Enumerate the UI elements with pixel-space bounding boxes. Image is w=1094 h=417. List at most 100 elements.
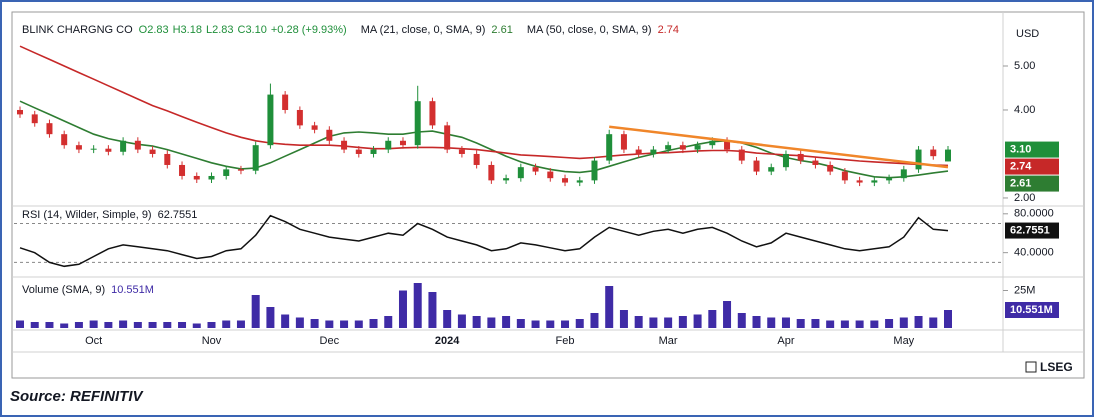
- volume-bar: [192, 323, 201, 328]
- candle-body: [17, 109, 23, 115]
- candle-body: [414, 101, 421, 146]
- volume-bar: [266, 307, 275, 328]
- volume-bar: [207, 322, 216, 328]
- volume-bar: [811, 319, 820, 328]
- volume-bar: [413, 283, 422, 328]
- x-tick-label: Nov: [202, 335, 222, 347]
- volume-bar: [546, 320, 555, 328]
- x-tick-label: Apr: [777, 335, 794, 347]
- y-tick-label: 5.00: [1014, 60, 1035, 72]
- legend-text: C3.10: [238, 24, 267, 36]
- candle-body: [782, 153, 789, 168]
- candle-body: [473, 153, 480, 165]
- candle-body: [61, 134, 68, 146]
- trendline: [609, 125, 949, 169]
- candle-body: [606, 134, 613, 161]
- candle-body: [709, 140, 716, 146]
- volume-bar: [516, 319, 525, 328]
- y-tick-label: 80.0000: [1014, 208, 1054, 220]
- volume-bar: [781, 317, 790, 328]
- volume-bar: [16, 320, 24, 328]
- candle-body: [562, 178, 569, 183]
- candle-body: [179, 164, 186, 176]
- candle-body: [694, 145, 701, 150]
- legend-text: 2.61: [491, 24, 512, 36]
- x-tick-label: Feb: [556, 335, 575, 347]
- volume-bar: [104, 322, 113, 328]
- volume-bar: [443, 310, 452, 328]
- legend-text: L2.83: [206, 24, 234, 36]
- volume-bar: [30, 322, 39, 328]
- candle-body: [679, 145, 686, 150]
- value-badge-label: 2.74: [1010, 160, 1032, 172]
- candle-body: [193, 175, 200, 180]
- x-tick-label: Dec: [320, 335, 340, 347]
- candle-body: [856, 180, 863, 183]
- x-tick-label: Mar: [659, 335, 678, 347]
- volume-bar: [929, 317, 938, 328]
- candle-body: [650, 149, 657, 154]
- legend-text: O2.83: [139, 24, 169, 36]
- candle-body: [827, 164, 834, 172]
- candle-body: [945, 149, 951, 162]
- volume-bar: [163, 322, 172, 328]
- volume-bar: [222, 320, 231, 328]
- volume-bar: [281, 314, 290, 328]
- candle-body: [134, 140, 141, 150]
- volume-bar: [605, 286, 614, 328]
- candle-body: [385, 140, 392, 150]
- chart-frame: [11, 11, 1085, 379]
- candle-body: [930, 149, 937, 157]
- volume-bar: [119, 320, 128, 328]
- legend-text: BLINK CHARGNG CO: [22, 24, 133, 36]
- candle-body: [355, 149, 362, 154]
- logo-text: LSEG: [1040, 360, 1073, 374]
- candle-body: [31, 114, 38, 124]
- volume-bar: [840, 320, 849, 328]
- legend-text: 2.74: [658, 24, 679, 36]
- candle-body: [900, 169, 907, 179]
- legend-text: +0.28 (+9.93%): [271, 24, 347, 36]
- volume-bar: [178, 322, 187, 328]
- x-tick-label: Oct: [85, 335, 102, 347]
- legend-text: MA (21, close, 0, SMA, 9): [361, 24, 486, 36]
- volume-bar: [826, 320, 835, 328]
- candle-body: [237, 169, 244, 171]
- candle-body: [105, 148, 112, 152]
- volume-bar: [60, 323, 69, 328]
- candle-body: [399, 140, 406, 146]
- legend-text: 10.551M: [111, 284, 154, 296]
- candle-body: [311, 125, 318, 130]
- legend-text: RSI (14, Wilder, Simple, 9): [22, 209, 152, 221]
- candle-body: [768, 167, 775, 172]
- volume-bar: [45, 322, 54, 328]
- value-badge-label: 62.7551: [1010, 224, 1050, 236]
- volume-bar: [678, 316, 687, 328]
- volume-bar: [148, 322, 157, 328]
- candle-body: [370, 149, 377, 154]
- y-tick-label: 2.00: [1014, 192, 1035, 204]
- volume-bar: [914, 316, 923, 328]
- candle-body: [797, 153, 804, 161]
- value-badge: [1005, 302, 1059, 318]
- volume-bar: [325, 320, 334, 328]
- moving-average: [19, 45, 949, 167]
- volume-bar: [354, 320, 363, 328]
- y-tick-label: 40.0000: [1014, 247, 1054, 259]
- volume-bar: [472, 316, 481, 328]
- candle-body: [326, 129, 333, 141]
- candle-body: [149, 149, 156, 154]
- candle-body: [341, 140, 348, 150]
- candle-body: [532, 167, 539, 172]
- candle-body: [635, 149, 642, 154]
- value-badge-label: 2.61: [1010, 177, 1031, 189]
- y-tick-label: 4.00: [1014, 104, 1035, 116]
- legend-text: 62.7551: [158, 209, 198, 221]
- candle-body: [252, 145, 259, 171]
- candle-body: [46, 123, 53, 135]
- y-tick-label: 25M: [1014, 284, 1035, 296]
- value-badge: [1005, 141, 1059, 158]
- volume-bar: [590, 313, 599, 328]
- volume-bar: [133, 322, 142, 328]
